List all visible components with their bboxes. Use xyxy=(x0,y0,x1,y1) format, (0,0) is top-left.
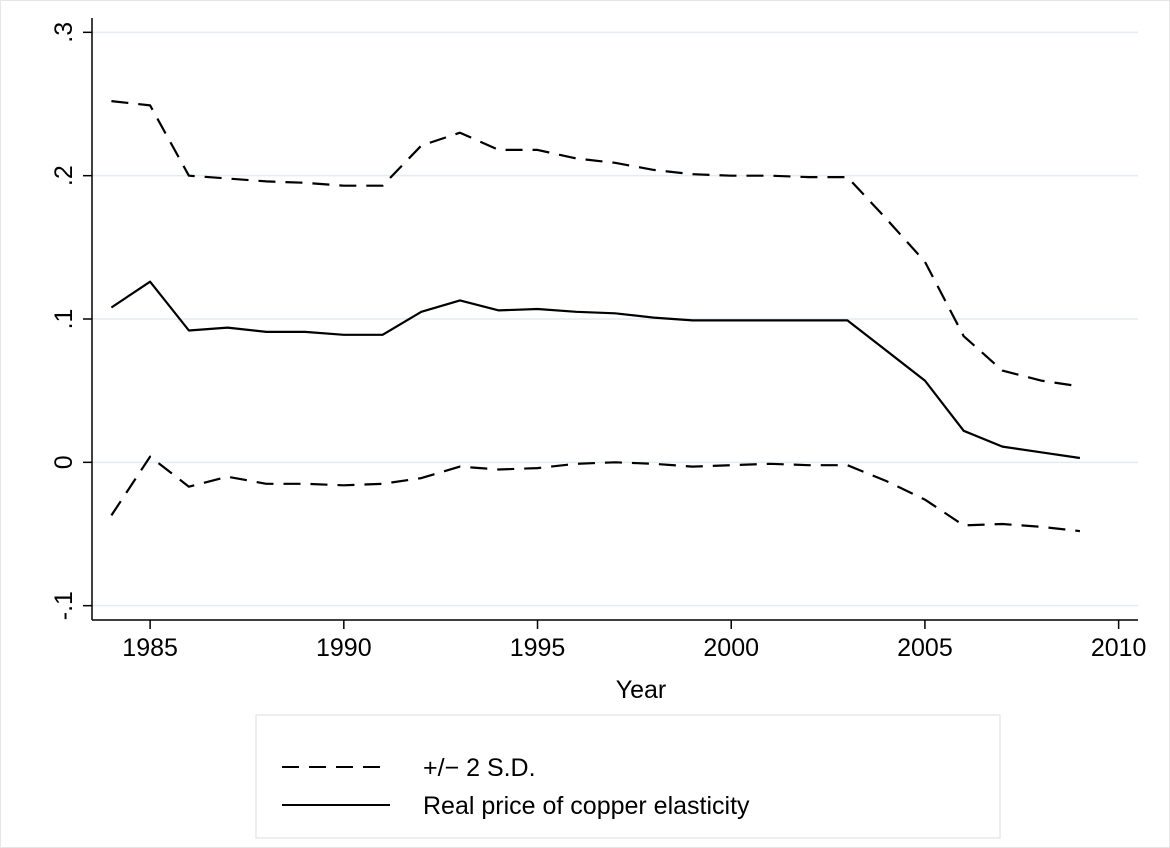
y-tick-label: 0 xyxy=(50,455,78,469)
y-tick-label: .1 xyxy=(50,309,78,330)
y-tick-label: -.1 xyxy=(50,591,78,620)
series-line-solid xyxy=(110,280,1081,460)
x-tick-label: 1995 xyxy=(510,634,566,662)
axis-layer: -.1 0 .1 .2 .3 1985 1990 1995 2000 2005 2010 xyxy=(50,18,1146,662)
x-tick-label: 2010 xyxy=(1091,634,1147,662)
x-tick-label: 2005 xyxy=(897,634,953,662)
x-axis-label: Year xyxy=(616,676,667,704)
series-line-dashed xyxy=(110,455,1081,533)
series-1 xyxy=(110,280,1081,460)
x-tick-label: 1985 xyxy=(122,634,178,662)
legend-label-elasticity: Real price of copper elasticity xyxy=(423,792,750,820)
series-line-dashed xyxy=(111,100,1081,388)
series-2 xyxy=(110,455,1081,533)
x-tick-label: 2000 xyxy=(703,634,759,662)
legend-label-sd: +/− 2 S.D. xyxy=(423,754,536,782)
y-tick-label: .3 xyxy=(50,22,78,43)
legend-box xyxy=(255,714,1001,839)
y-tick-label: .2 xyxy=(50,165,78,186)
x-tick-label: 1990 xyxy=(316,634,372,662)
series-layer xyxy=(110,100,1081,533)
legend: +/− 2 S.D. Real price of copper elastici… xyxy=(255,714,1001,839)
series-0 xyxy=(111,100,1081,388)
